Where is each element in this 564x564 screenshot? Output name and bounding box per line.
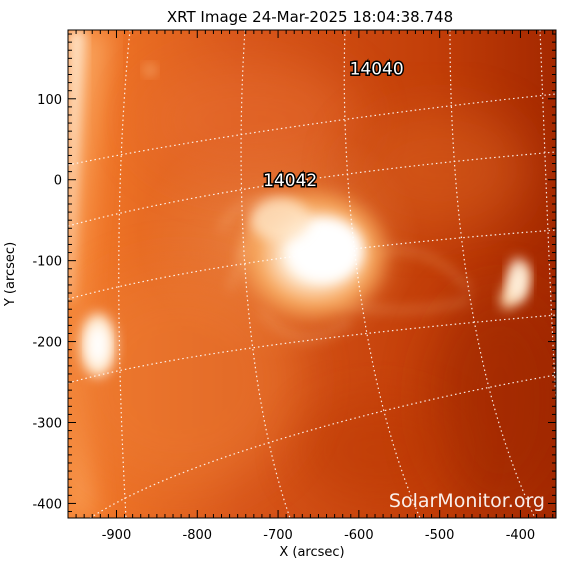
x-axis-ticks: -900 -800 -700 -600 -500 -400	[75, 30, 554, 543]
active-region-label-outline: 14042	[263, 171, 317, 191]
x-tick-label: -400	[506, 528, 536, 543]
watermark: SolarMonitor.org	[389, 490, 545, 512]
y-tick-label: -300	[32, 417, 62, 432]
y-tick-label: 100	[37, 93, 62, 108]
y-tick-label: -100	[32, 255, 62, 270]
x-tick-label: -700	[263, 528, 293, 543]
active-region-label-outline: 14040	[350, 60, 404, 80]
heliographic-grid	[68, 30, 556, 518]
y-tick-label: -400	[32, 497, 62, 512]
y-tick-label: 0	[54, 174, 62, 189]
active-region-label: 14042	[263, 171, 317, 191]
y-axis-label: Y (arcsec)	[3, 242, 18, 307]
y-tick-label: -200	[32, 336, 62, 351]
solar-image	[68, 30, 556, 518]
plot-frame	[67, 29, 557, 519]
x-axis-label: X (arcsec)	[279, 545, 344, 560]
x-tick-label: -600	[344, 528, 374, 543]
active-region-label: 14040	[350, 60, 404, 80]
x-tick-label: -500	[425, 528, 455, 543]
y-axis-ticks: 100 0 -100 -200 -300 -400	[32, 33, 556, 512]
x-tick-label: -900	[102, 528, 132, 543]
figure-title: XRT Image 24-Mar-2025 18:04:38.748	[167, 8, 453, 26]
x-tick-label: -800	[183, 528, 213, 543]
